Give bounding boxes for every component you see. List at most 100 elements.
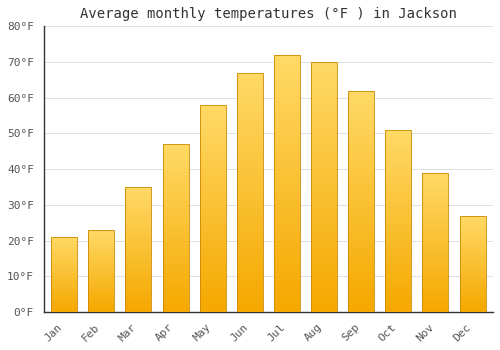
- Bar: [51, 300, 77, 301]
- Bar: [200, 130, 226, 134]
- Bar: [386, 170, 411, 174]
- Bar: [237, 120, 263, 125]
- Bar: [422, 220, 448, 223]
- Bar: [422, 181, 448, 184]
- Bar: [237, 163, 263, 168]
- Bar: [51, 247, 77, 249]
- Bar: [386, 174, 411, 177]
- Bar: [162, 248, 188, 252]
- Bar: [348, 126, 374, 131]
- Bar: [348, 237, 374, 241]
- Bar: [200, 146, 226, 150]
- Bar: [200, 175, 226, 180]
- Bar: [200, 196, 226, 200]
- Bar: [311, 167, 337, 172]
- Bar: [237, 192, 263, 197]
- Bar: [200, 171, 226, 175]
- Bar: [274, 214, 300, 219]
- Bar: [88, 299, 114, 300]
- Bar: [200, 105, 226, 312]
- Bar: [200, 163, 226, 167]
- Bar: [237, 168, 263, 173]
- Bar: [200, 266, 226, 271]
- Bar: [311, 147, 337, 152]
- Bar: [348, 263, 374, 268]
- Bar: [237, 288, 263, 293]
- Bar: [386, 203, 411, 206]
- Bar: [51, 246, 77, 247]
- Bar: [311, 102, 337, 107]
- Bar: [200, 117, 226, 121]
- Bar: [311, 77, 337, 82]
- Bar: [200, 204, 226, 208]
- Bar: [348, 193, 374, 197]
- Bar: [88, 278, 114, 279]
- Bar: [348, 91, 374, 312]
- Bar: [386, 243, 411, 246]
- Bar: [460, 217, 485, 219]
- Bar: [88, 251, 114, 253]
- Bar: [88, 268, 114, 269]
- Bar: [88, 241, 114, 243]
- Bar: [460, 237, 485, 239]
- Bar: [237, 135, 263, 140]
- Bar: [51, 310, 77, 312]
- Bar: [386, 181, 411, 184]
- Bar: [274, 199, 300, 204]
- Bar: [126, 237, 152, 239]
- Bar: [88, 253, 114, 254]
- Bar: [126, 189, 152, 192]
- Bar: [311, 222, 337, 227]
- Bar: [386, 155, 411, 159]
- Bar: [126, 289, 152, 292]
- Title: Average monthly temperatures (°F ) in Jackson: Average monthly temperatures (°F ) in Ja…: [80, 7, 457, 21]
- Bar: [162, 292, 188, 295]
- Bar: [200, 283, 226, 287]
- Bar: [162, 255, 188, 258]
- Bar: [274, 158, 300, 163]
- Bar: [126, 217, 152, 219]
- Bar: [348, 131, 374, 135]
- Bar: [422, 276, 448, 279]
- Bar: [348, 290, 374, 294]
- Bar: [311, 72, 337, 77]
- Bar: [274, 142, 300, 147]
- Bar: [88, 261, 114, 262]
- Bar: [237, 293, 263, 298]
- Bar: [386, 265, 411, 268]
- Bar: [88, 287, 114, 289]
- Bar: [51, 280, 77, 282]
- Bar: [386, 283, 411, 286]
- Bar: [386, 184, 411, 188]
- Bar: [237, 264, 263, 269]
- Bar: [386, 210, 411, 214]
- Bar: [237, 82, 263, 87]
- Bar: [162, 225, 188, 228]
- Bar: [51, 259, 77, 261]
- Bar: [386, 257, 411, 261]
- Bar: [162, 288, 188, 292]
- Bar: [88, 235, 114, 236]
- Bar: [162, 278, 188, 282]
- Bar: [126, 262, 152, 265]
- Bar: [348, 259, 374, 263]
- Bar: [162, 265, 188, 268]
- Bar: [126, 309, 152, 312]
- Bar: [162, 147, 188, 151]
- Bar: [274, 260, 300, 266]
- Bar: [200, 155, 226, 159]
- Bar: [237, 130, 263, 135]
- Bar: [162, 171, 188, 174]
- Bar: [422, 295, 448, 298]
- Bar: [386, 137, 411, 141]
- Bar: [460, 302, 485, 304]
- Bar: [200, 308, 226, 312]
- Bar: [88, 262, 114, 264]
- Bar: [88, 289, 114, 290]
- Bar: [237, 279, 263, 283]
- Bar: [422, 267, 448, 270]
- Bar: [274, 240, 300, 245]
- Bar: [200, 134, 226, 138]
- Bar: [51, 286, 77, 288]
- Bar: [126, 267, 152, 270]
